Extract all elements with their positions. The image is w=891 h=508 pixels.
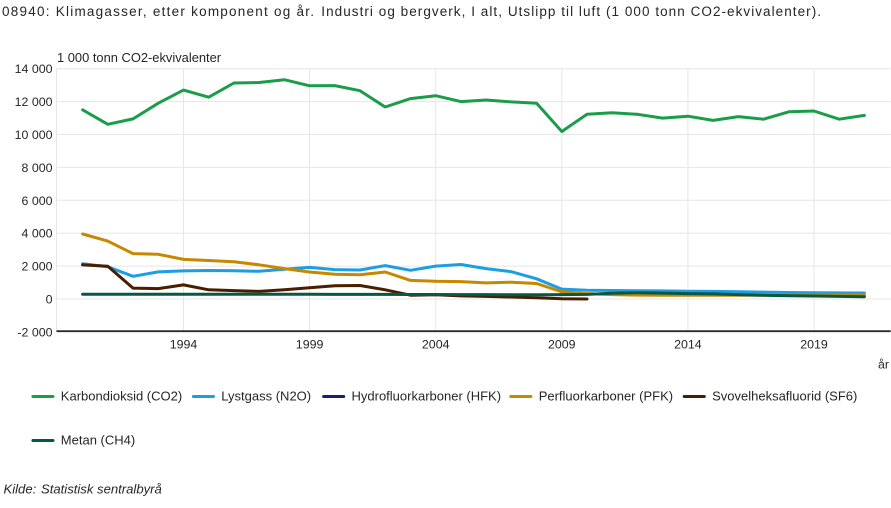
svg-text:Perfluorkarboner (PFK): Perfluorkarboner (PFK) — [539, 389, 673, 404]
svg-text:Statistisk sentralbyrå: Statistisk sentralbyrå — [41, 482, 162, 497]
svg-text:år: år — [878, 358, 889, 372]
svg-text:-2 000: -2 000 — [17, 325, 52, 339]
svg-text:Karbondioksid (CO2): Karbondioksid (CO2) — [61, 389, 182, 404]
svg-text:2009: 2009 — [548, 338, 576, 352]
svg-text:Svovelheksafluorid (SF6): Svovelheksafluorid (SF6) — [712, 389, 857, 404]
svg-text:12 000: 12 000 — [15, 95, 53, 109]
svg-text:6 000: 6 000 — [21, 194, 52, 208]
svg-text:1 000 tonn CO2-ekvivalenter: 1 000 tonn CO2-ekvivalenter — [57, 50, 222, 65]
svg-text:Kilde:: Kilde: — [4, 482, 37, 497]
svg-text:Industri og bergverk, I alt, U: Industri og bergverk, I alt, Utslipp til… — [321, 4, 822, 19]
svg-text:4 000: 4 000 — [21, 227, 52, 241]
svg-text:2004: 2004 — [422, 338, 450, 352]
svg-text:14 000: 14 000 — [15, 62, 53, 76]
svg-text:8 000: 8 000 — [21, 161, 52, 175]
svg-text:2 000: 2 000 — [21, 260, 52, 274]
svg-text:Lystgass (N2O): Lystgass (N2O) — [221, 389, 311, 404]
svg-text:1999: 1999 — [296, 338, 324, 352]
svg-text:2019: 2019 — [800, 338, 828, 352]
svg-text:Hydrofluorkarboner (HFK): Hydrofluorkarboner (HFK) — [352, 389, 502, 404]
svg-text:10 000: 10 000 — [15, 128, 53, 142]
svg-text:08940: Klimagasser, etter komp: 08940: Klimagasser, etter komponent og å… — [2, 4, 315, 19]
svg-text:Metan (CH4): Metan (CH4) — [61, 433, 135, 448]
svg-text:2014: 2014 — [674, 338, 702, 352]
svg-text:0: 0 — [46, 292, 53, 306]
svg-text:1994: 1994 — [170, 338, 198, 352]
